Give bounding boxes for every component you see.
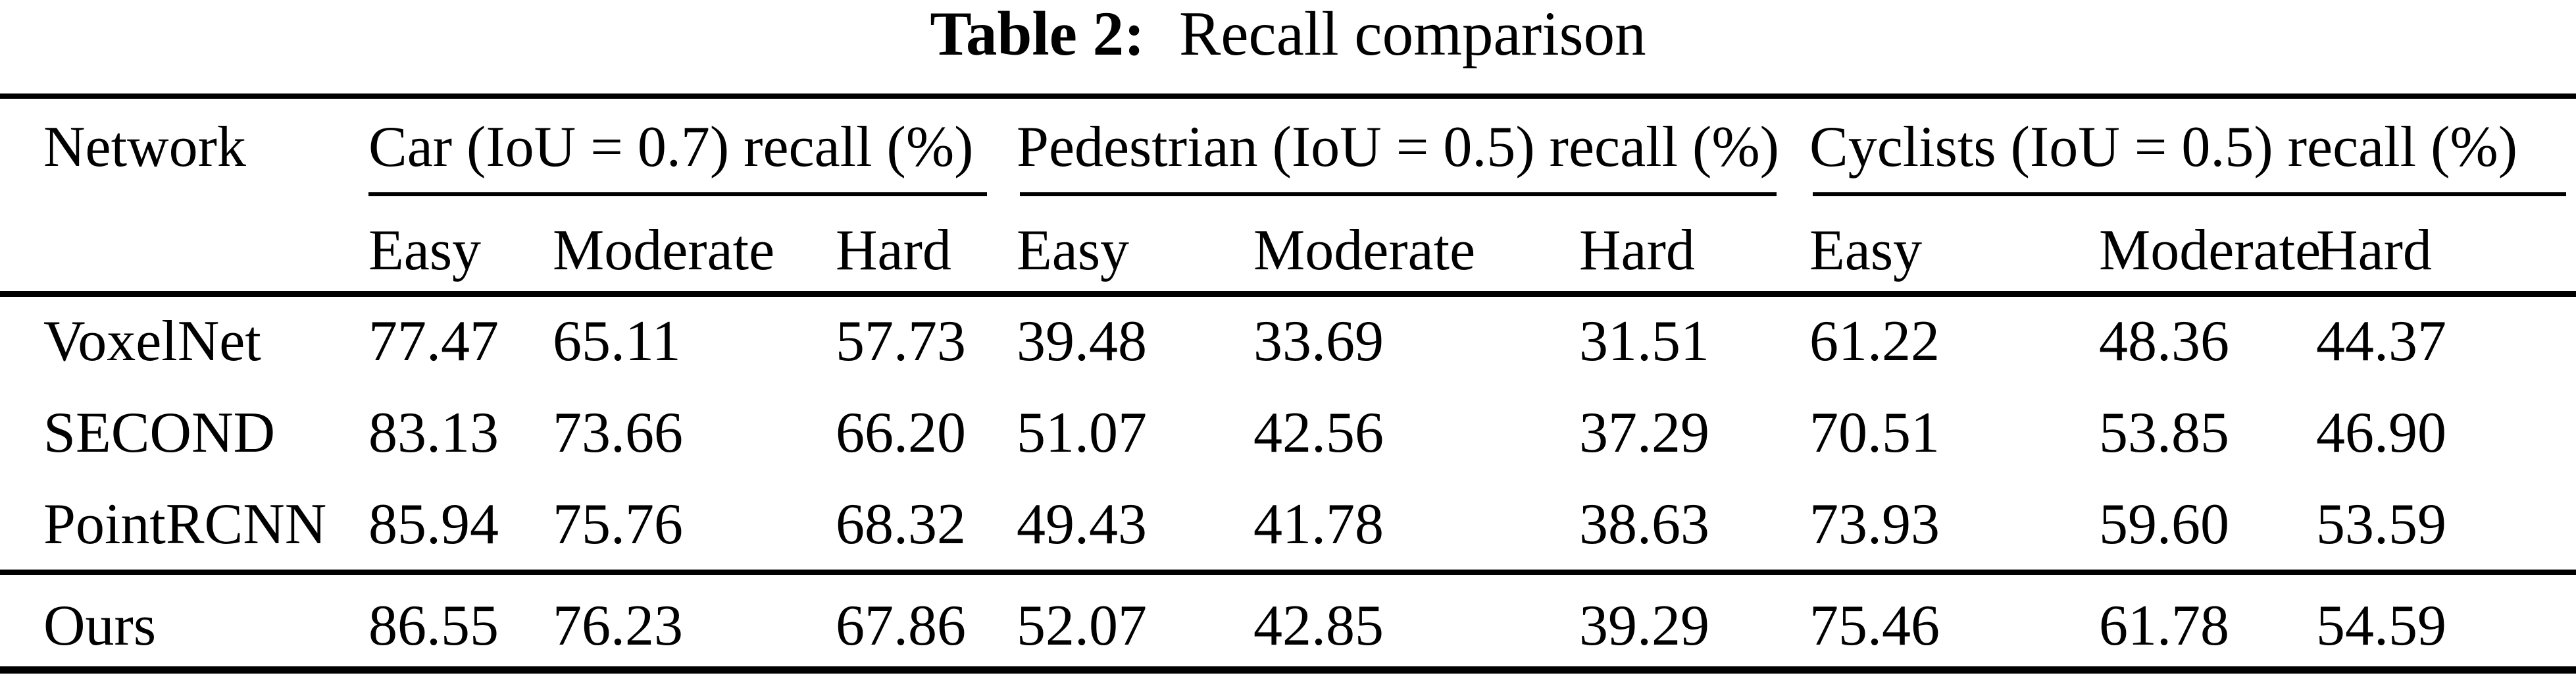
- table-row-voxelnet: VoxelNet 77.47 65.11 57.73 39.48 33.69 3…: [0, 294, 2576, 387]
- sub-header-car-easy: Easy: [368, 196, 553, 297]
- sub-header-pedestrian-moderate: Moderate: [1253, 196, 1579, 297]
- sub-header-cyclists-hard: Hard: [2316, 196, 2576, 297]
- cell: 42.85: [1253, 570, 1579, 670]
- sub-header-row: Easy Moderate Hard Easy Moderate Hard Ea…: [0, 196, 2576, 297]
- sub-header-car-hard: Hard: [836, 196, 1017, 297]
- sub-header-spacer: [0, 196, 368, 297]
- sub-header-cyclists-easy: Easy: [1809, 196, 2100, 297]
- recall-comparison-table: Network Car (IoU = 0.7) recall (%) Pedes…: [0, 93, 2576, 674]
- sub-header-pedestrian-hard: Hard: [1579, 196, 1810, 297]
- cell: 51.07: [1017, 400, 1147, 465]
- cell: 61.22: [1809, 309, 1940, 373]
- column-group-car-label: Car (IoU = 0.7) recall (%): [368, 115, 974, 179]
- cell: 86.55: [368, 570, 553, 670]
- cell: 77.47: [368, 309, 499, 373]
- table-row-second: SECOND 83.13 73.66 66.20 51.07 42.56 37.…: [0, 387, 2576, 479]
- cell: 53.85: [2099, 400, 2230, 465]
- cell: 75.46: [1809, 570, 2100, 670]
- cell: 85.94: [368, 492, 499, 556]
- cell: 67.86: [836, 570, 1017, 670]
- cell: 44.37: [2316, 309, 2447, 373]
- row-label-voxelnet: VoxelNet: [43, 309, 261, 373]
- cell: 41.78: [1253, 492, 1384, 556]
- car-group-underline: [368, 192, 987, 196]
- sub-header-pedestrian-easy: Easy: [1017, 196, 1253, 297]
- cell: 68.32: [836, 492, 966, 556]
- cell: 57.73: [836, 309, 966, 373]
- group-header-row: Network Car (IoU = 0.7) recall (%) Pedes…: [0, 96, 2576, 196]
- table-caption-number: Table 2:: [930, 0, 1145, 68]
- cell: 83.13: [368, 400, 499, 465]
- cell: 59.60: [2099, 492, 2230, 556]
- table-caption: Table 2: Recall comparison: [0, 0, 2576, 93]
- cell: 53.59: [2316, 492, 2447, 556]
- cell: 37.29: [1579, 400, 1709, 465]
- cell: 76.23: [553, 570, 836, 670]
- column-group-pedestrian: Pedestrian (IoU = 0.5) recall (%): [1017, 96, 1809, 196]
- pedestrian-group-underline: [1020, 192, 1777, 196]
- cell: 48.36: [2099, 309, 2230, 373]
- table-row-ours: Ours 86.55 76.23 67.86 52.07 42.85 39.29…: [0, 570, 2576, 670]
- cell: 39.29: [1579, 570, 1810, 670]
- cell: 61.78: [2099, 570, 2317, 670]
- cell: 66.20: [836, 400, 966, 465]
- cell: 65.11: [553, 309, 681, 373]
- row-label-pointrcnn: PointRCNN: [43, 492, 327, 556]
- cell: 75.76: [553, 492, 683, 556]
- column-group-car: Car (IoU = 0.7) recall (%): [368, 96, 1017, 196]
- cell: 31.51: [1579, 309, 1709, 373]
- cell: 54.59: [2316, 570, 2576, 670]
- cell: 33.69: [1253, 309, 1384, 373]
- sub-header-car-moderate: Moderate: [553, 196, 836, 297]
- cell: 73.66: [553, 400, 683, 465]
- row-label-second: SECOND: [43, 400, 276, 465]
- cell: 70.51: [1809, 400, 1940, 465]
- cell: 52.07: [1017, 570, 1253, 670]
- column-group-pedestrian-label: Pedestrian (IoU = 0.5) recall (%): [1017, 115, 1779, 179]
- cell: 46.90: [2316, 400, 2447, 465]
- row-label-ours: Ours: [0, 570, 368, 670]
- column-group-cyclists-label: Cyclists (IoU = 0.5) recall (%): [1809, 115, 2517, 179]
- cell: 73.93: [1809, 492, 1940, 556]
- cell: 39.48: [1017, 309, 1147, 373]
- sub-header-cyclists-moderate: Moderate: [2099, 196, 2321, 297]
- cell: 38.63: [1579, 492, 1709, 556]
- table-caption-text: Recall comparison: [1179, 0, 1646, 68]
- cell: 42.56: [1253, 400, 1384, 465]
- column-group-cyclists: Cyclists (IoU = 0.5) recall (%): [1809, 96, 2576, 196]
- table-row-pointrcnn: PointRCNN 85.94 75.76 68.32 49.43 41.78 …: [0, 479, 2576, 572]
- cell: 49.43: [1017, 492, 1147, 556]
- cyclists-group-underline: [1813, 192, 2567, 196]
- column-header-network: Network: [43, 115, 246, 179]
